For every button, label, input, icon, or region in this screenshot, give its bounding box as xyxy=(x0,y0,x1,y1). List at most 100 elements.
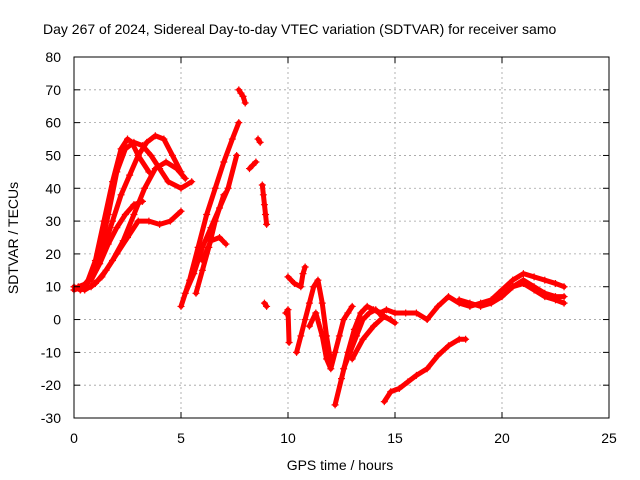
data-point-plus xyxy=(318,299,326,307)
data-point-plus xyxy=(228,135,236,143)
data-point-plus xyxy=(177,184,185,192)
data-point-plus xyxy=(151,165,159,173)
data-point-plus xyxy=(352,332,360,340)
data-point-plus xyxy=(466,299,474,307)
data-point-plus xyxy=(509,283,517,291)
data-point-plus xyxy=(162,158,170,166)
y-tick-label: 60 xyxy=(45,115,61,131)
data-point-plus xyxy=(498,286,506,294)
y-tick-label: 50 xyxy=(45,147,61,163)
data-point-plus xyxy=(301,316,309,324)
data-point-plus xyxy=(331,348,339,356)
data-point-plus xyxy=(293,348,301,356)
data-point-plus xyxy=(124,234,131,241)
data-point-plus xyxy=(387,388,395,396)
data-point-plus xyxy=(207,237,215,245)
data-point-plus xyxy=(262,211,270,219)
data-point-plus xyxy=(455,296,463,304)
data-point-plus xyxy=(259,191,267,199)
data-point-plus xyxy=(134,151,142,159)
data-point-plus xyxy=(363,302,371,310)
series-arc-22 xyxy=(348,312,399,363)
data-point-plus xyxy=(173,165,181,173)
axis-ticks xyxy=(73,56,610,419)
data-point-plus xyxy=(305,299,313,307)
data-point-plus xyxy=(256,138,264,146)
data-point-plus xyxy=(143,138,151,146)
data-point-plus xyxy=(198,266,206,274)
data-point-plus xyxy=(151,132,159,140)
y-tick-label: 40 xyxy=(45,180,61,196)
series-arc-17 xyxy=(284,263,309,291)
series-arc-16 xyxy=(282,306,293,347)
y-tick-label: 0 xyxy=(53,312,61,328)
data-point-plus xyxy=(181,174,189,182)
data-point-plus xyxy=(519,279,527,287)
data-point-plus xyxy=(188,178,196,186)
data-point-plus xyxy=(340,316,348,324)
x-tick-label: 5 xyxy=(177,430,185,446)
data-point-plus xyxy=(487,299,495,307)
data-point-plus xyxy=(260,201,268,209)
series-trace xyxy=(341,307,394,372)
plot-frame xyxy=(73,56,610,419)
data-point-plus xyxy=(372,306,380,314)
data-point-plus xyxy=(198,256,206,264)
data-point-plus xyxy=(284,273,292,281)
data-point-plus xyxy=(560,299,568,307)
data-point-plus xyxy=(290,279,298,287)
data-point-plus xyxy=(233,151,241,159)
data-point-plus xyxy=(147,151,155,159)
data-point-plus xyxy=(359,335,367,343)
series-arc-5 xyxy=(81,207,185,294)
data-point-plus xyxy=(552,279,559,287)
data-point-plus xyxy=(96,260,104,268)
x-axis-label: GPS time / hours xyxy=(287,457,394,473)
data-point-plus xyxy=(560,293,568,301)
data-point-plus xyxy=(391,309,399,317)
x-tick-labels: 0 5 10 15 20 25 xyxy=(70,430,617,446)
data-point-plus xyxy=(263,220,271,228)
data-point-plus xyxy=(284,306,292,314)
y-tick-label: -10 xyxy=(41,344,61,360)
data-point-plus xyxy=(370,322,378,330)
data-point-plus xyxy=(102,266,110,274)
data-point-plus xyxy=(181,289,189,297)
data-point-plus xyxy=(310,283,318,291)
data-point-plus xyxy=(530,286,538,294)
data-point-plus xyxy=(560,283,568,291)
data-point-plus xyxy=(335,332,343,340)
data-point-plus xyxy=(121,211,129,219)
data-point-plus xyxy=(477,302,485,310)
data-point-plus xyxy=(235,119,243,127)
y-tick-label: 80 xyxy=(45,49,61,65)
data-point-plus xyxy=(404,378,412,386)
data-point-plus xyxy=(87,276,95,284)
data-point-plus xyxy=(145,217,153,225)
y-tick-label: 70 xyxy=(45,82,61,98)
data-point-plus xyxy=(305,322,313,330)
data-point-plus xyxy=(357,309,365,317)
data-point-plus xyxy=(382,306,390,314)
y-tick-label: 10 xyxy=(45,279,61,295)
data-point-plus xyxy=(241,99,249,107)
data-point-plus xyxy=(445,342,452,350)
data-point-plus xyxy=(541,293,549,301)
data-point-plus xyxy=(239,92,247,100)
data-point-plus xyxy=(117,191,125,199)
x-tick-label: 25 xyxy=(601,430,617,446)
y-tick-label: -30 xyxy=(41,410,61,426)
y-axis-label: SDTVAR / TECUs xyxy=(5,182,21,294)
data-point-plus xyxy=(130,201,138,209)
data-point-plus xyxy=(530,273,538,281)
y-tick-labels: -30 -20 -10 0 10 20 30 40 50 60 70 80 xyxy=(41,49,61,426)
data-point-plus xyxy=(445,293,452,301)
data-point-plus xyxy=(258,181,266,189)
series-arc-8 xyxy=(181,151,241,297)
data-point-plus xyxy=(318,332,326,340)
series-trace xyxy=(199,235,229,263)
data-point-plus xyxy=(365,309,373,317)
data-point-plus xyxy=(220,191,228,199)
data-point-plus xyxy=(138,197,146,205)
